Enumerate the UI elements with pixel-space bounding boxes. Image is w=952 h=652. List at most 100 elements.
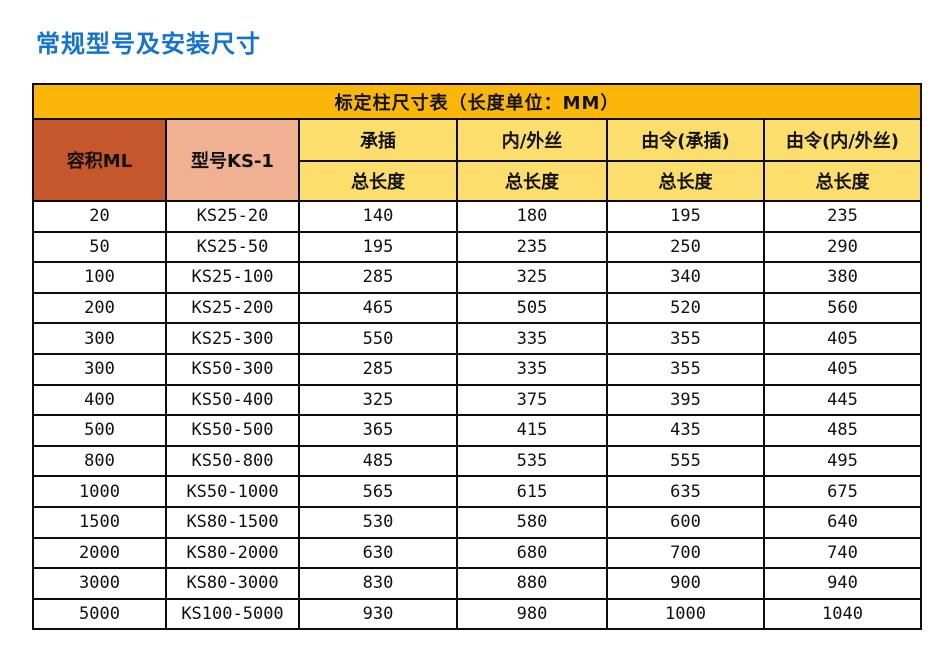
socket-length-cell: 530 [298,505,458,539]
volume-cell: 1000 [32,475,167,508]
total-length-subheader: 总长度 [298,160,458,202]
union-socket-length-cell: 900 [606,567,765,600]
union-socket-length-cell: 600 [606,505,765,539]
union-thread-length-cell: 640 [762,505,923,539]
thread-length-cell: 415 [456,414,608,447]
table-row: 400 KS50-400 325 375 395 445 [32,383,923,417]
union-thread-length-cell: 1040 [762,597,923,631]
total-length-subheader: 总长度 [606,160,765,202]
table-row: 100 KS25-100 285 325 340 380 [32,261,923,294]
volume-cell: 20 [32,200,167,233]
thread-length-cell: 535 [456,444,608,478]
table-row: 200 KS25-200 465 505 520 560 [32,291,923,325]
thread-length-cell: 680 [456,536,608,570]
thread-length-cell: 325 [456,261,608,294]
table-row: 800 KS50-800 485 535 555 495 [32,444,923,478]
model-cell: KS25-200 [165,291,300,325]
volume-cell: 2000 [32,536,167,570]
table-row: 20 KS25-20 140 180 195 235 [32,200,923,233]
union-thread-length-cell: 445 [762,383,923,417]
spec-header-socket: 承插 [298,118,458,162]
volume-cell: 200 [32,291,167,325]
union-thread-length-cell: 485 [762,414,923,447]
thread-length-cell: 335 [456,322,608,355]
union-socket-length-cell: 340 [606,261,765,294]
union-thread-length-cell: 290 [762,230,923,264]
union-thread-length-cell: 405 [762,322,923,355]
union-thread-length-cell: 740 [762,536,923,570]
union-socket-length-cell: 520 [606,291,765,325]
table-caption: 标定柱尺寸表（长度单位：MM） [31,83,923,120]
union-socket-length-cell: 635 [606,475,765,508]
thread-length-cell: 980 [456,597,608,631]
model-cell: KS50-1000 [165,475,300,508]
spec-header-thread: 内/外丝 [456,118,608,162]
sub-header-row: 总长度 总长度 总长度 总长度 [33,160,923,202]
table-row: 1000 KS50-1000 565 615 635 675 [32,475,923,508]
socket-length-cell: 550 [298,322,458,355]
model-cell: KS25-20 [165,200,300,233]
thread-length-cell: 335 [456,352,608,386]
union-socket-length-cell: 250 [606,230,765,264]
union-socket-length-cell: 355 [606,352,765,386]
socket-length-cell: 365 [298,414,458,447]
socket-length-cell: 930 [298,597,458,631]
model-cell: KS50-800 [165,444,300,478]
thread-length-cell: 375 [456,383,608,417]
table-row: 300 KS25-300 550 335 355 405 [32,322,923,355]
thread-length-cell: 615 [456,475,608,508]
volume-cell: 300 [32,322,167,355]
union-socket-length-cell: 555 [606,444,765,478]
spec-header-union-socket: 由令(承插) [606,118,765,162]
model-cell: KS25-300 [165,322,300,355]
table-row: 1500 KS80-1500 530 580 600 640 [32,505,923,539]
socket-length-cell: 565 [298,475,458,508]
model-cell: KS50-400 [165,383,300,417]
table-row: 3000 KS80-3000 830 880 900 940 [32,567,923,600]
thread-length-cell: 180 [456,200,608,233]
union-socket-length-cell: 195 [606,200,765,233]
union-thread-length-cell: 405 [762,352,923,386]
union-thread-length-cell: 560 [762,291,923,325]
volume-cell: 3000 [32,567,167,600]
model-cell: KS80-1500 [165,505,300,539]
spec-header-union-thread: 由令(内/外丝) [762,118,923,162]
socket-length-cell: 830 [298,567,458,600]
volume-cell: 800 [32,444,167,478]
model-column-header: 型号KS-1 [165,118,300,202]
volume-cell: 400 [32,383,167,417]
socket-length-cell: 465 [298,291,458,325]
total-length-subheader: 总长度 [456,160,608,202]
thread-length-cell: 580 [456,505,608,539]
volume-cell: 100 [32,261,167,294]
table-header: 标定柱尺寸表（长度单位：MM） 容积ML 型号KS-1 承插 内/外丝 由令(承… [31,83,923,202]
volume-cell: 50 [32,230,167,264]
socket-length-cell: 195 [298,230,458,264]
union-socket-length-cell: 395 [606,383,765,417]
socket-length-cell: 285 [298,261,458,294]
total-length-subheader: 总长度 [762,160,923,202]
volume-cell: 1500 [32,505,167,539]
model-cell: KS100-5000 [165,597,300,631]
model-cell: KS25-100 [165,261,300,294]
socket-length-cell: 325 [298,383,458,417]
thread-length-cell: 505 [456,291,608,325]
volume-cell: 300 [32,352,167,386]
table-row: 500 KS50-500 365 415 435 485 [32,414,923,447]
union-thread-length-cell: 235 [762,200,923,233]
thread-length-cell: 235 [456,230,608,264]
table-row: 300 KS50-300 285 335 355 405 [32,352,923,386]
table-caption-row: 标定柱尺寸表（长度单位：MM） [31,83,923,120]
table-body: 20 KS25-20 140 180 195 235 50 KS25-50 195 235 250 2… [32,200,923,631]
union-thread-length-cell: 940 [762,567,923,600]
union-socket-length-cell: 355 [606,322,765,355]
table-row: 50 KS25-50 195 235 250 290 [32,230,923,264]
model-cell: KS80-3000 [165,567,300,600]
union-socket-length-cell: 1000 [606,597,765,631]
union-thread-length-cell: 495 [762,444,923,478]
socket-length-cell: 140 [298,200,458,233]
union-thread-length-cell: 675 [762,475,923,508]
table-row: 5000 KS100-5000 930 980 1000 1040 [32,597,923,631]
spec-header-row: 容积ML 型号KS-1 承插 内/外丝 由令(承插) 由令(内/外丝) [32,118,923,202]
